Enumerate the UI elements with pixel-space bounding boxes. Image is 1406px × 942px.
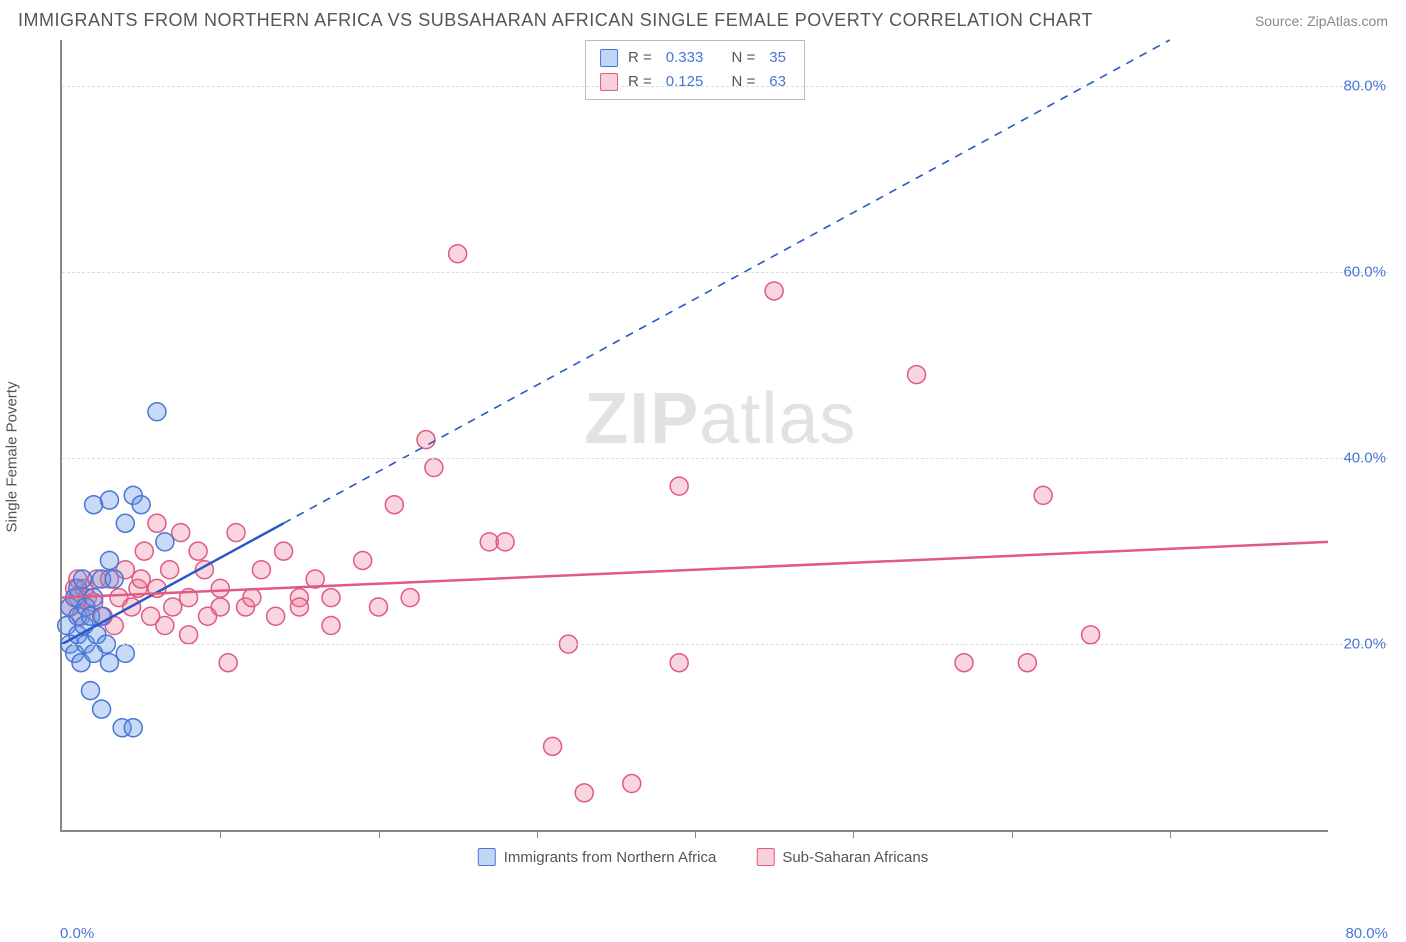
scatter-point bbox=[211, 579, 229, 597]
trendline-extrapolated bbox=[284, 40, 1170, 523]
scatter-point bbox=[135, 542, 153, 560]
scatter-point bbox=[100, 491, 118, 509]
y-tick-label: 60.0% bbox=[1343, 264, 1386, 281]
scatter-point bbox=[623, 775, 641, 793]
scatter-point bbox=[132, 570, 150, 588]
scatter-point bbox=[124, 719, 142, 737]
legend-item: Immigrants from Northern Africa bbox=[478, 848, 717, 866]
scatter-point bbox=[100, 551, 118, 569]
scatter-point bbox=[496, 533, 514, 551]
scatter-point bbox=[219, 654, 237, 672]
r-label: R = bbox=[628, 46, 652, 70]
x-tick-min: 0.0% bbox=[60, 925, 94, 942]
scatter-point bbox=[172, 524, 190, 542]
scatter-point bbox=[227, 524, 245, 542]
header: IMMIGRANTS FROM NORTHERN AFRICA VS SUBSA… bbox=[0, 0, 1406, 37]
y-tick-label: 20.0% bbox=[1343, 636, 1386, 653]
plot-area: ZIPatlas R = 0.333 N = 35 R = 0.125 N = … bbox=[60, 40, 1328, 832]
scatter-point bbox=[401, 589, 419, 607]
scatter-point bbox=[189, 542, 207, 560]
scatter-point bbox=[148, 514, 166, 532]
scatter-point bbox=[116, 644, 134, 662]
scatter-point bbox=[1034, 486, 1052, 504]
legend-item: Sub-Saharan Africans bbox=[756, 848, 928, 866]
scatter-point bbox=[765, 282, 783, 300]
scatter-point bbox=[322, 617, 340, 635]
r-value: 0.333 bbox=[666, 46, 704, 70]
r-label: R = bbox=[628, 70, 652, 94]
n-label: N = bbox=[732, 70, 756, 94]
scatter-point bbox=[105, 570, 123, 588]
scatter-point bbox=[116, 514, 134, 532]
scatter-point bbox=[670, 477, 688, 495]
scatter-svg bbox=[62, 40, 1328, 830]
scatter-point bbox=[322, 589, 340, 607]
scatter-point bbox=[148, 403, 166, 421]
scatter-point bbox=[1082, 626, 1100, 644]
scatter-point bbox=[449, 245, 467, 263]
scatter-point bbox=[161, 561, 179, 579]
scatter-point bbox=[290, 598, 308, 616]
scatter-point bbox=[670, 654, 688, 672]
source-label: Source: ZipAtlas.com bbox=[1255, 13, 1388, 29]
legend-stats: R = 0.333 N = 35 R = 0.125 N = 63 bbox=[585, 40, 805, 100]
page-title: IMMIGRANTS FROM NORTHERN AFRICA VS SUBSA… bbox=[18, 10, 1093, 31]
y-axis-label: Single Female Poverty bbox=[4, 382, 21, 533]
chart-container: Single Female Poverty ZIPatlas R = 0.333… bbox=[18, 40, 1388, 874]
legend-stats-row: R = 0.333 N = 35 bbox=[600, 46, 790, 70]
scatter-point bbox=[243, 589, 261, 607]
scatter-point bbox=[575, 784, 593, 802]
scatter-point bbox=[425, 459, 443, 477]
scatter-point bbox=[211, 598, 229, 616]
scatter-point bbox=[81, 682, 99, 700]
r-value: 0.125 bbox=[666, 70, 704, 94]
scatter-point bbox=[354, 551, 372, 569]
legend-swatch-pink bbox=[756, 848, 774, 866]
scatter-point bbox=[132, 496, 150, 514]
scatter-point bbox=[955, 654, 973, 672]
legend-swatch-blue bbox=[600, 49, 618, 67]
scatter-point bbox=[267, 607, 285, 625]
scatter-point bbox=[417, 431, 435, 449]
legend-series: Immigrants from Northern Africa Sub-Saha… bbox=[478, 848, 928, 866]
scatter-point bbox=[908, 366, 926, 384]
n-label: N = bbox=[732, 46, 756, 70]
legend-label: Immigrants from Northern Africa bbox=[504, 849, 717, 866]
scatter-point bbox=[164, 598, 182, 616]
n-value: 63 bbox=[769, 70, 786, 94]
legend-stats-row: R = 0.125 N = 63 bbox=[600, 70, 790, 94]
legend-swatch-pink bbox=[600, 73, 618, 91]
n-value: 35 bbox=[769, 46, 786, 70]
scatter-point bbox=[544, 737, 562, 755]
y-tick-label: 80.0% bbox=[1343, 78, 1386, 95]
x-tick-max: 80.0% bbox=[1345, 925, 1388, 942]
scatter-point bbox=[74, 570, 92, 588]
scatter-point bbox=[275, 542, 293, 560]
scatter-point bbox=[156, 533, 174, 551]
scatter-point bbox=[93, 700, 111, 718]
scatter-point bbox=[252, 561, 270, 579]
y-tick-label: 40.0% bbox=[1343, 450, 1386, 467]
scatter-point bbox=[385, 496, 403, 514]
scatter-point bbox=[370, 598, 388, 616]
scatter-point bbox=[156, 617, 174, 635]
scatter-point bbox=[100, 654, 118, 672]
scatter-point bbox=[1018, 654, 1036, 672]
legend-label: Sub-Saharan Africans bbox=[782, 849, 928, 866]
legend-swatch-blue bbox=[478, 848, 496, 866]
scatter-point bbox=[180, 626, 198, 644]
